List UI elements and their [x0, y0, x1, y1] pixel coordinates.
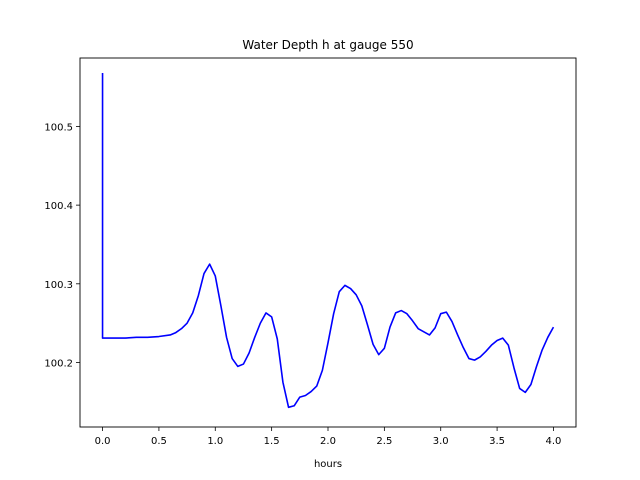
x-tick-label: 0.0 [95, 436, 111, 447]
y-tick-label: 100.3 [44, 280, 73, 291]
x-tick-label: 3.0 [433, 436, 449, 447]
x-tick-label: 4.0 [546, 436, 562, 447]
plot-area: 0.0 0.5 1.0 1.5 2.0 2.5 3.0 3.5 4.0 100.2 100.3 100… [44, 57, 577, 447]
x-tick-label: 3.5 [489, 436, 505, 447]
series-line-0 [101, 72, 555, 409]
x-axis-label: hours [314, 459, 342, 470]
y-tick-label: 100.5 [44, 122, 73, 133]
x-tick-label: 1.5 [264, 436, 280, 447]
y-tick-label: 100.4 [44, 201, 73, 212]
y-tick-label: 100.2 [44, 358, 73, 369]
x-tick-label: 1.0 [207, 436, 223, 447]
x-tick-label: 2.5 [376, 436, 392, 447]
x-tick-label: 2.0 [320, 436, 336, 447]
chart-title: Water Depth h at gauge 550 [242, 38, 413, 52]
x-tick-label: 0.5 [151, 436, 167, 447]
